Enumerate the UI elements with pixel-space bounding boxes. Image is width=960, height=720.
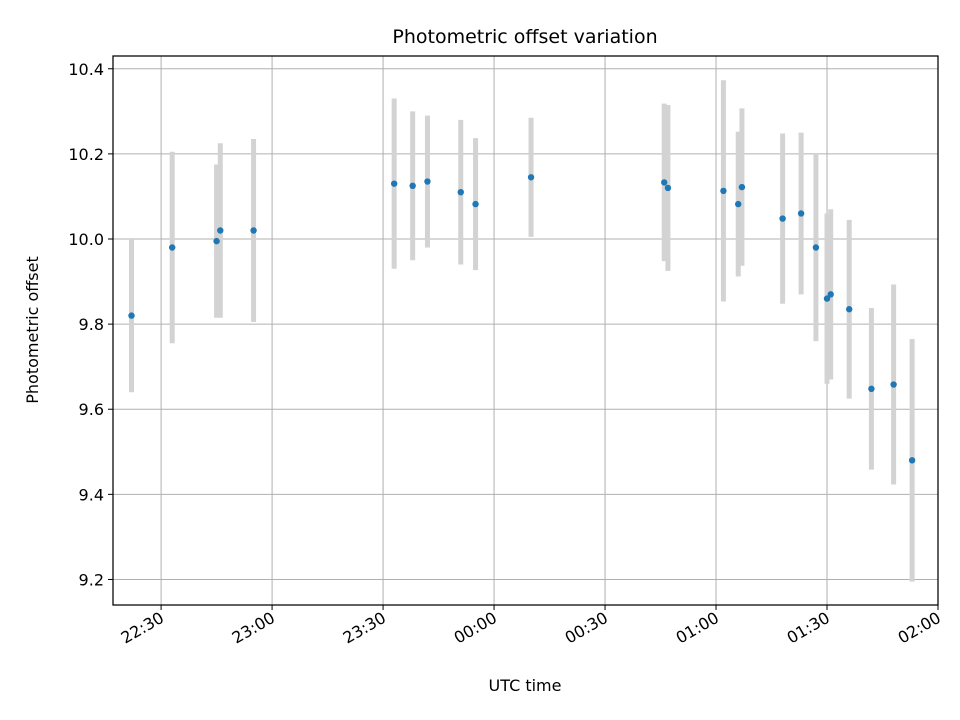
y-tick-label: 10.2 (68, 145, 104, 164)
data-point (661, 179, 668, 186)
y-tick-label: 9.2 (79, 570, 104, 589)
data-point (738, 183, 746, 191)
y-axis-ticks: 9.2 9.4 9.6 9.8 10.0 10.2 10.4 (68, 60, 113, 589)
y-tick-label: 10.4 (68, 60, 104, 79)
data-point (823, 295, 831, 302)
y-tick-label: 9.8 (79, 315, 104, 334)
data-point (409, 182, 416, 190)
data-point (812, 244, 820, 251)
x-axis-title: UTC time (489, 676, 562, 695)
data-point (527, 174, 535, 181)
data-point (390, 180, 398, 187)
data-point (250, 227, 257, 234)
data-point (890, 381, 897, 388)
data-points (128, 174, 916, 464)
data-point (213, 237, 220, 245)
data-point (128, 312, 135, 319)
data-point (457, 188, 464, 196)
data-point (846, 306, 853, 313)
data-point (868, 385, 875, 393)
data-point (779, 215, 786, 222)
data-point (664, 184, 672, 192)
y-tick-label: 10.0 (68, 230, 104, 249)
data-point (424, 178, 431, 185)
y-tick-label: 9.4 (79, 485, 104, 504)
data-point (797, 210, 805, 217)
data-point (827, 291, 834, 298)
data-point (735, 200, 742, 208)
data-point (217, 227, 224, 234)
y-tick-label: 9.6 (79, 400, 104, 419)
data-point (472, 200, 479, 208)
chart-title: Photometric offset variation (392, 26, 657, 48)
data-point (908, 457, 916, 464)
data-point (168, 244, 176, 251)
plot-frame (112, 55, 939, 606)
y-axis-title: Photometric offset (23, 256, 42, 404)
data-point (720, 187, 727, 195)
